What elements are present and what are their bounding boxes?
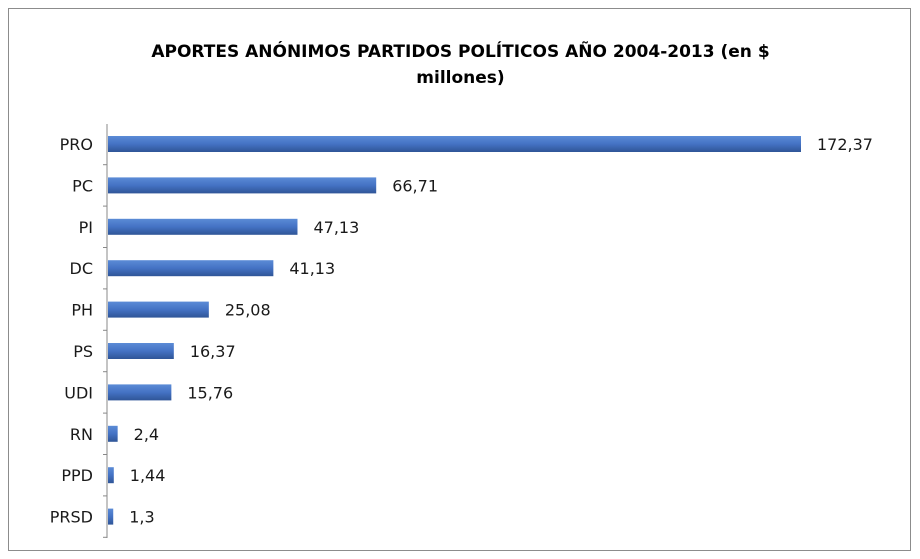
- chart-title: APORTES ANÓNIMOS PARTIDOS POLÍTICOS AÑO …: [9, 39, 912, 91]
- value-label-dc: 41,13: [289, 259, 335, 278]
- category-label-prsd: PRSD: [50, 508, 93, 527]
- category-label-ps: PS: [73, 342, 93, 361]
- value-label-ps: 16,37: [190, 342, 236, 361]
- category-label-pc: PC: [72, 176, 93, 195]
- bar-pc: [108, 177, 377, 194]
- bar-pi: [108, 218, 298, 235]
- value-label-pc: 66,71: [392, 176, 438, 195]
- bar-prsd: [108, 508, 114, 525]
- value-label-ph: 25,08: [225, 301, 271, 320]
- chart-title-line-1: APORTES ANÓNIMOS PARTIDOS POLÍTICOS AÑO …: [151, 42, 770, 62]
- category-label-ppd: PPD: [61, 466, 93, 485]
- chart-title-line-2: millones): [416, 68, 505, 88]
- bar-udi: [108, 384, 172, 401]
- value-label-ppd: 1,44: [130, 466, 166, 485]
- category-label-ph: PH: [71, 301, 93, 320]
- value-label-rn: 2,4: [134, 425, 159, 444]
- category-label-udi: UDI: [64, 383, 93, 402]
- chart-frame: APORTES ANÓNIMOS PARTIDOS POLÍTICOS AÑO …: [8, 8, 911, 551]
- value-label-udi: 15,76: [187, 383, 233, 402]
- bar-ps: [108, 343, 174, 359]
- category-label-pro: PRO: [60, 135, 93, 154]
- value-label-pro: 172,37: [817, 135, 873, 154]
- category-label-rn: RN: [70, 425, 93, 444]
- value-label-pi: 47,13: [313, 218, 359, 237]
- value-label-prsd: 1,3: [129, 508, 154, 527]
- category-label-dc: DC: [70, 259, 94, 278]
- bar-pro: [108, 136, 801, 152]
- bar-rn: [108, 425, 118, 442]
- bar-ph: [108, 301, 209, 318]
- bar-ppd: [108, 467, 114, 484]
- category-label-pi: PI: [79, 218, 93, 237]
- bar-dc: [108, 260, 274, 277]
